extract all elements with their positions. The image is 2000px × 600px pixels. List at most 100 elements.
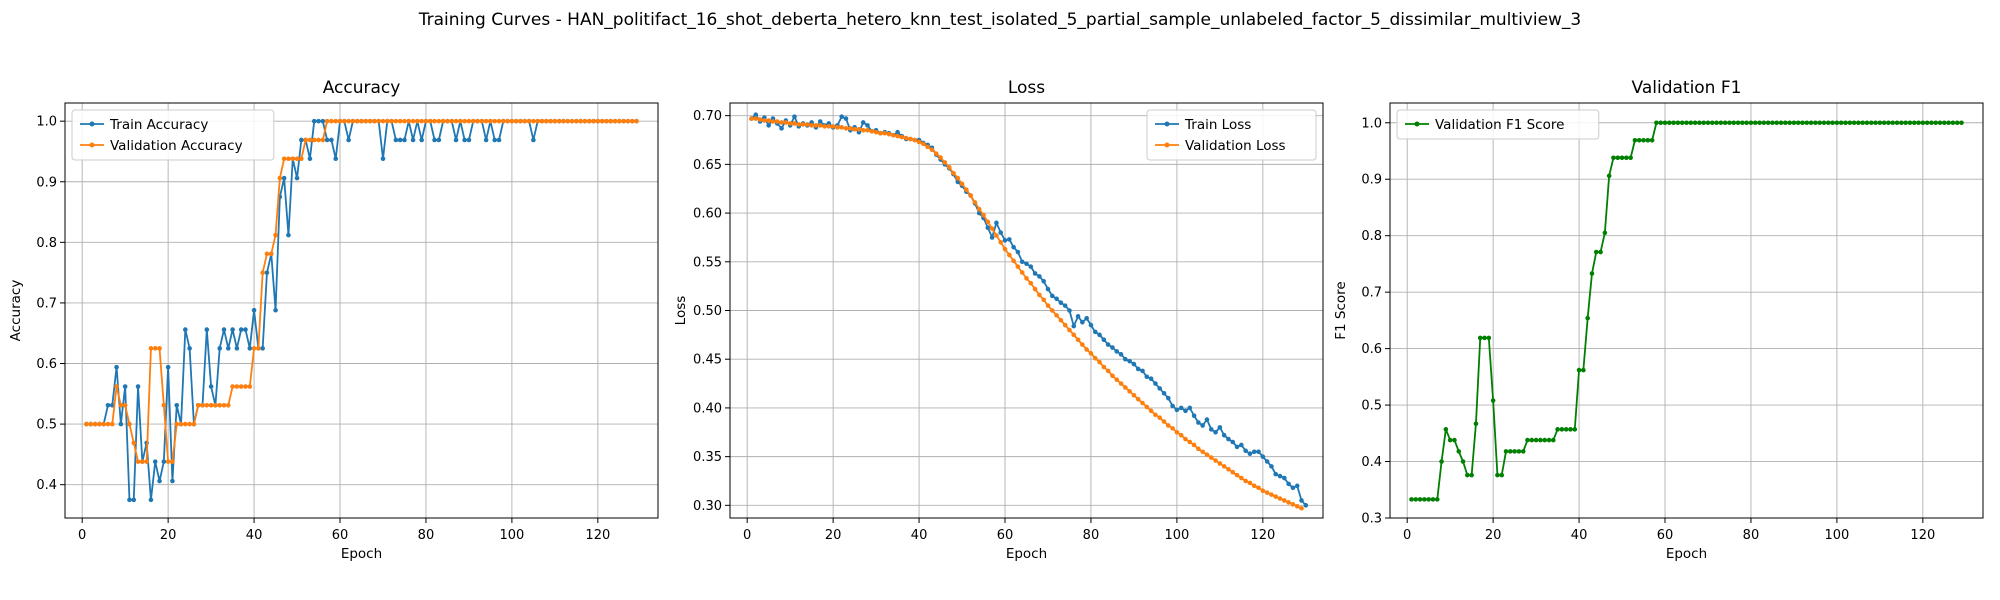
data-point xyxy=(221,403,227,408)
data-point xyxy=(1028,280,1034,286)
x-tick-label: 40 xyxy=(911,528,928,543)
data-point xyxy=(1260,454,1266,459)
y-tick-label: 0.50 xyxy=(693,304,722,319)
data-point xyxy=(1028,264,1034,269)
data-point xyxy=(1808,120,1814,126)
data-point xyxy=(449,118,455,124)
data-point xyxy=(766,118,771,123)
data-point xyxy=(1200,423,1205,428)
data-point xyxy=(1907,120,1913,126)
y-axis-label: Loss xyxy=(673,296,689,326)
data-point xyxy=(1959,120,1964,126)
data-point xyxy=(1208,455,1214,460)
data-point xyxy=(84,421,89,427)
legend-item: Train Loss xyxy=(1155,117,1251,133)
data-point xyxy=(1140,400,1145,406)
data-point xyxy=(1954,120,1960,126)
data-point xyxy=(1221,464,1227,469)
data-point xyxy=(1838,120,1844,126)
data-point xyxy=(1080,319,1085,325)
data-point xyxy=(942,160,948,165)
data-point xyxy=(981,212,986,218)
data-point xyxy=(1243,478,1248,484)
y-tick-label: 0.5 xyxy=(1361,399,1382,414)
data-point xyxy=(800,122,806,127)
data-point xyxy=(985,219,991,225)
data-point xyxy=(1097,359,1102,365)
data-point xyxy=(230,327,235,332)
data-point xyxy=(1101,337,1107,343)
data-point xyxy=(1217,461,1223,466)
data-point xyxy=(346,118,351,124)
data-point xyxy=(1282,475,1287,481)
data-point xyxy=(1727,120,1732,126)
data-point xyxy=(92,421,98,427)
data-point xyxy=(1011,244,1016,250)
data-point xyxy=(1118,381,1124,386)
data-point xyxy=(929,147,935,153)
data-point xyxy=(1251,483,1257,489)
data-point xyxy=(333,118,339,124)
data-point xyxy=(1409,497,1414,502)
data-point xyxy=(1817,120,1823,126)
data-point xyxy=(1929,120,1934,126)
data-point xyxy=(118,403,124,408)
data-point xyxy=(1071,323,1077,329)
data-point xyxy=(1568,427,1573,432)
series-line xyxy=(750,113,1307,506)
data-point xyxy=(1019,259,1025,265)
data-point xyxy=(766,123,771,128)
y-tick-label: 0.9 xyxy=(1361,173,1382,188)
data-point xyxy=(774,119,780,124)
data-point xyxy=(539,118,545,124)
legend-swatch-marker xyxy=(1164,142,1170,148)
data-point xyxy=(908,136,913,142)
data-point xyxy=(174,403,180,408)
data-point xyxy=(470,118,476,124)
data-point xyxy=(496,137,502,143)
data-point xyxy=(281,156,287,162)
data-point xyxy=(436,137,442,143)
data-point xyxy=(1178,432,1184,438)
data-point xyxy=(299,156,304,162)
data-point xyxy=(531,118,536,124)
data-point xyxy=(122,403,128,408)
data-point xyxy=(505,118,510,124)
data-point xyxy=(1722,120,1728,126)
data-point xyxy=(1619,155,1625,161)
data-point xyxy=(912,137,918,143)
data-point xyxy=(809,123,814,128)
data-point xyxy=(492,118,498,124)
data-point xyxy=(518,118,523,124)
legend-label: Validation Loss xyxy=(1185,138,1286,154)
data-point xyxy=(1508,449,1513,454)
legend-swatch-marker xyxy=(89,121,95,127)
data-point xyxy=(1813,120,1818,126)
data-point xyxy=(1520,449,1526,454)
data-point xyxy=(1593,249,1599,255)
series-line xyxy=(751,117,1302,510)
data-point xyxy=(1200,449,1205,455)
data-point xyxy=(582,118,588,124)
data-point xyxy=(1058,317,1064,323)
x-tick-label: 100 xyxy=(1824,528,1849,543)
data-point xyxy=(1628,155,1633,161)
data-point xyxy=(453,118,459,124)
legend-box xyxy=(71,109,275,161)
data-point xyxy=(1230,439,1236,445)
accuracy-chart: 0 20 40 60 80 100 120 0.4 0.5 0.6 0.7 0.8 0.9 1.0 Accu… xyxy=(8,78,659,562)
y-tick-label: 0.7 xyxy=(36,296,57,311)
x-axis-label: Epoch xyxy=(341,546,382,562)
data-point xyxy=(1019,270,1025,275)
data-point xyxy=(604,118,609,124)
data-point xyxy=(1550,437,1556,443)
data-point xyxy=(329,118,334,124)
data-point xyxy=(1731,120,1737,126)
y-tick-label: 0.8 xyxy=(1361,229,1382,244)
data-point xyxy=(1765,120,1771,126)
data-point xyxy=(1598,249,1603,255)
data-point xyxy=(634,118,639,124)
data-point xyxy=(1671,120,1676,126)
data-point xyxy=(1174,429,1180,435)
y-tick-label: 0.30 xyxy=(693,499,722,514)
